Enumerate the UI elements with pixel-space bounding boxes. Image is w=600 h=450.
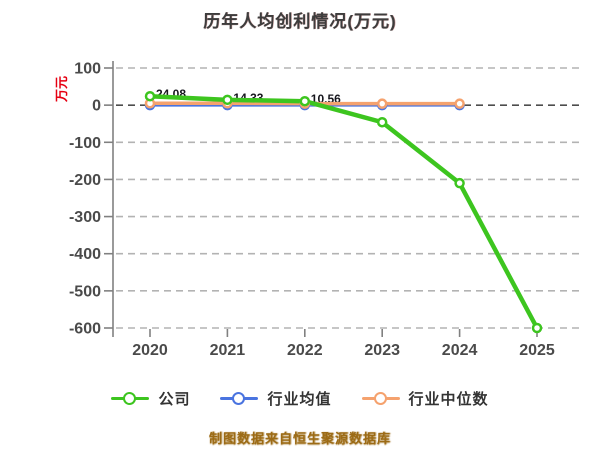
- x-tick-label: 2025: [519, 342, 555, 359]
- company-line: [147, 93, 540, 331]
- data-source-watermark: 制图数据来自恒生聚源数据库: [208, 431, 391, 446]
- x-tick-label: 2020: [132, 342, 168, 359]
- legend-item-industry-median[interactable]: 行业中位数: [361, 388, 489, 409]
- y-tick-label: -200: [69, 172, 101, 189]
- company-point-marker: [222, 94, 233, 106]
- legend-label-industry-average: 行业均值: [267, 391, 332, 408]
- x-tick-label: 2024: [442, 342, 478, 359]
- legend-label-company: 公司: [158, 391, 191, 408]
- company-point-marker: [454, 177, 465, 189]
- industry-median-point-marker: [376, 98, 388, 109]
- y-tick-label: -500: [69, 283, 101, 300]
- x-tick-label: 2023: [364, 342, 400, 359]
- company-point-marker: [144, 90, 156, 102]
- x-tick-label: 2021: [210, 342, 246, 359]
- industry-median-legend-marker-icon: [361, 391, 400, 406]
- y-tick-label: 0: [92, 98, 101, 115]
- legend-label-industry-median: 行业中位数: [408, 391, 489, 408]
- legend-item-industry-average[interactable]: 行业均值: [220, 388, 331, 409]
- legend-item-company[interactable]: 公司: [111, 388, 190, 409]
- industry-median-point-marker: [454, 98, 465, 109]
- x-tick-label: 2022: [287, 342, 323, 359]
- y-tick-label: -600: [69, 321, 101, 338]
- company-legend-marker-icon: [111, 391, 150, 406]
- company-point-marker: [299, 95, 311, 107]
- y-axis-unit-label: 万元: [54, 76, 69, 103]
- y-tick-label: -100: [69, 135, 101, 152]
- y-tick-label: -300: [69, 209, 101, 226]
- chart-title: 历年人均创利情况(万元): [203, 12, 397, 31]
- y-tick-label: -400: [69, 246, 101, 263]
- chart-legend: 公司 行业均值 行业中位数: [0, 388, 600, 409]
- industry-average-legend-marker-icon: [220, 391, 259, 406]
- y-tick-label: 100: [74, 61, 101, 78]
- company-point-marker: [531, 322, 543, 334]
- company-point-marker: [376, 116, 388, 128]
